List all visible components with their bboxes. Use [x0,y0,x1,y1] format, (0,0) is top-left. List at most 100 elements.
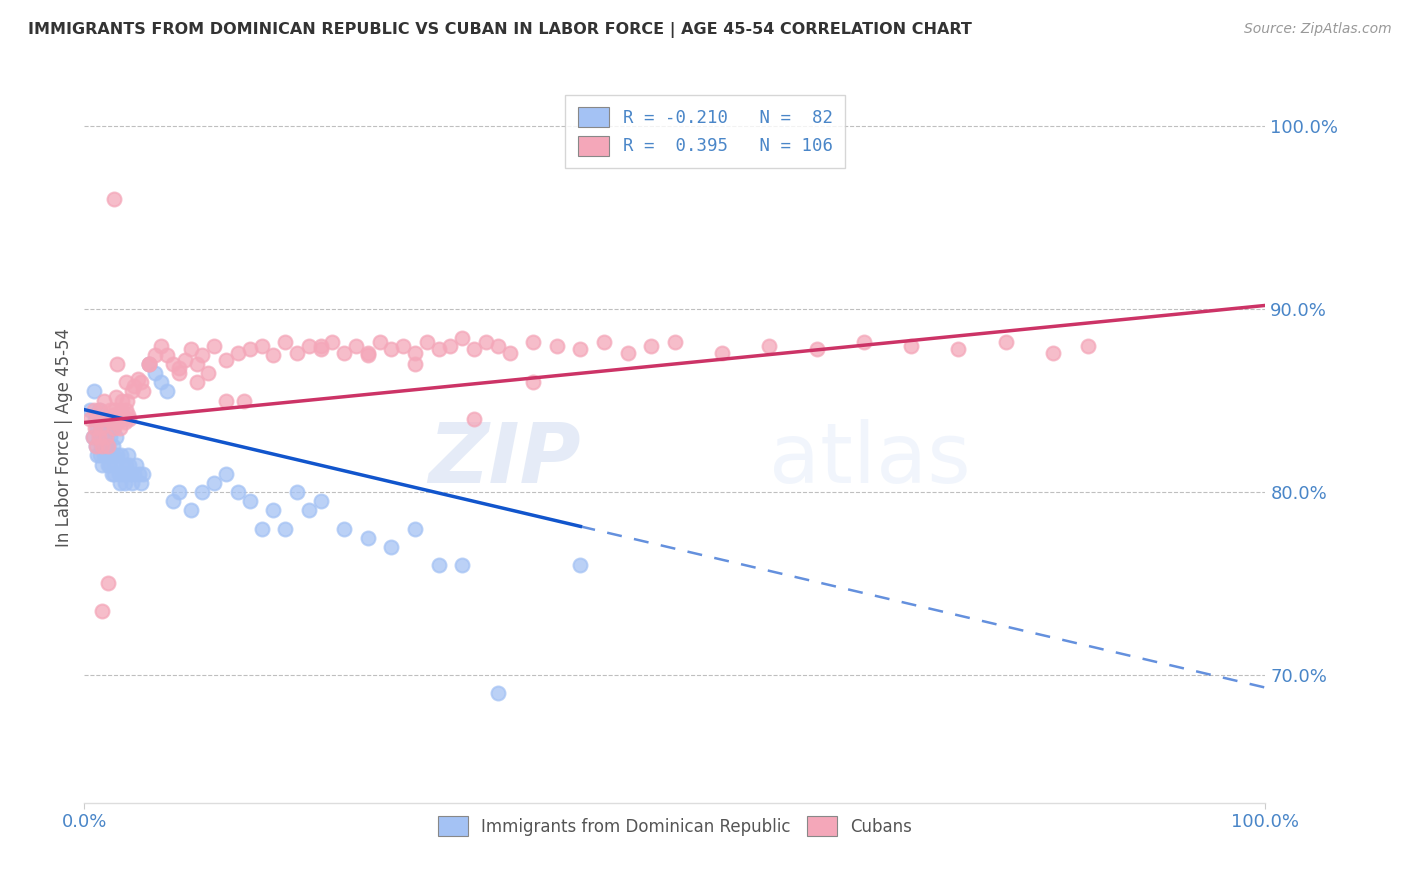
Point [226,484,249,499]
Point [309,494,332,508]
Point [138,357,160,371]
Point [239,343,262,357]
Point [344,338,367,352]
Point [84,411,107,425]
Point [129,375,152,389]
Point [180,343,202,357]
Point [150,375,173,389]
Point [104,402,127,417]
Point [333,346,356,360]
Point [309,338,332,352]
Point [522,334,544,349]
Point [250,338,273,352]
Point [202,475,225,490]
Point [711,346,734,360]
Point [806,343,828,357]
Point [79,411,101,425]
Point [475,334,498,349]
Point [111,393,134,408]
Point [87,430,110,444]
Point [112,411,135,425]
Point [98,421,121,435]
Point [101,421,124,435]
Point [173,353,195,368]
Point [309,343,332,357]
Point [98,402,121,417]
Point [115,467,138,481]
Point [150,338,173,352]
Point [89,402,111,417]
Point [89,448,111,462]
Point [84,439,107,453]
Point [522,375,544,389]
Point [97,439,120,453]
Point [129,475,152,490]
Point [91,439,114,453]
Point [143,348,166,362]
Point [87,430,110,444]
Point [103,421,125,435]
Point [186,375,208,389]
Point [640,338,662,352]
Point [111,458,134,472]
Point [104,458,127,472]
Point [274,521,297,535]
Point [94,430,117,444]
Point [167,366,190,380]
Point [91,604,114,618]
Point [463,411,485,425]
Point [167,484,190,499]
Point [107,448,129,462]
Point [87,402,110,417]
Point [758,338,780,352]
Point [107,357,129,371]
Point [84,421,107,435]
Point [98,411,121,425]
Point [103,448,125,462]
Point [994,334,1017,349]
Point [274,334,297,349]
Point [191,484,214,499]
Point [546,338,568,352]
Point [132,467,155,481]
Point [108,421,131,435]
Point [114,416,136,430]
Point [96,430,118,444]
Point [94,439,117,453]
Point [79,402,101,417]
Point [451,558,474,573]
Point [105,390,128,404]
Point [97,458,120,472]
Point [167,360,190,375]
Point [285,484,308,499]
Point [86,421,108,435]
Point [486,338,509,352]
Point [110,448,132,462]
Point [138,357,160,371]
Point [215,353,238,368]
Point [100,416,122,430]
Point [107,411,129,425]
Point [84,439,107,453]
Point [486,686,509,700]
Point [404,357,426,371]
Point [321,334,343,349]
Point [108,475,131,490]
Point [100,448,122,462]
Point [900,338,922,352]
Point [404,346,426,360]
Point [122,467,145,481]
Point [96,448,118,462]
Point [132,384,155,399]
Point [156,384,179,399]
Point [239,494,262,508]
Point [1042,346,1064,360]
Point [117,448,139,462]
Point [117,408,139,422]
Point [593,334,616,349]
Point [90,421,112,435]
Point [100,467,122,481]
Point [120,467,142,481]
Point [121,384,143,399]
Point [197,366,219,380]
